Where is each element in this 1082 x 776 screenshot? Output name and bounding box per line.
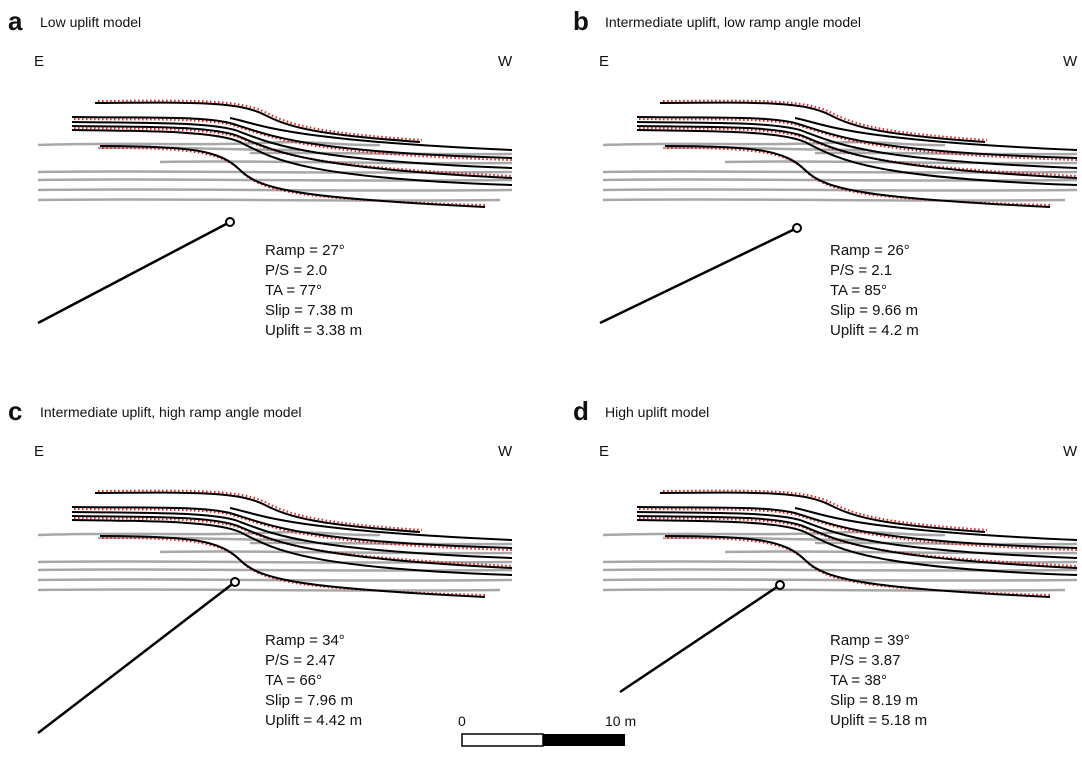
parameter: P/S = 3.87 xyxy=(830,652,900,669)
scale-bar: 0 10 m xyxy=(458,713,636,746)
strata-drawing xyxy=(603,101,1077,207)
left-direction: E xyxy=(599,443,609,460)
parameter: Ramp = 39° xyxy=(830,632,910,649)
parameter: TA = 77° xyxy=(265,282,322,299)
scale-start: 0 xyxy=(458,713,466,729)
fault-tip xyxy=(776,581,784,589)
panel-letter: d xyxy=(573,396,589,426)
left-direction: E xyxy=(599,53,609,70)
panel-letter: c xyxy=(8,396,22,426)
right-direction: W xyxy=(498,443,513,460)
parameter: P/S = 2.47 xyxy=(265,652,335,669)
left-direction: E xyxy=(34,53,44,70)
panel: d High uplift model E W Ramp = 39° P/S = 3.87… xyxy=(573,396,1078,729)
parameter: TA = 38° xyxy=(830,672,887,689)
scale-end: 10 m xyxy=(605,713,636,729)
parameter: Slip = 7.96 m xyxy=(265,692,353,709)
parameter: Slip = 8.19 m xyxy=(830,692,918,709)
panel-title: Low uplift model xyxy=(40,14,141,30)
fault xyxy=(38,222,230,323)
fault-tip xyxy=(793,224,801,232)
parameter: Slip = 9.66 m xyxy=(830,302,918,319)
left-direction: E xyxy=(34,443,44,460)
panel: a Low uplift model E W Ramp = 27° P/S = 2.0 TA… xyxy=(8,6,513,339)
fault xyxy=(38,582,235,733)
fault-tip xyxy=(231,578,239,586)
parameter: Uplift = 3.38 m xyxy=(265,322,362,339)
panel-title: Intermediate uplift, high ramp angle mod… xyxy=(40,404,301,420)
parameter: Slip = 7.38 m xyxy=(265,302,353,319)
panel-title: Intermediate uplift, low ramp angle mode… xyxy=(605,14,861,30)
parameter: Ramp = 27° xyxy=(265,242,345,259)
parameter: Uplift = 4.2 m xyxy=(830,322,919,339)
right-direction: W xyxy=(1063,53,1078,70)
panel: b Intermediate uplift, low ramp angle mod… xyxy=(573,6,1078,339)
fault xyxy=(620,585,780,692)
strata-drawing xyxy=(38,101,512,207)
panel-letter: a xyxy=(8,6,23,36)
parameter: Uplift = 4.42 m xyxy=(265,712,362,729)
parameter: Ramp = 34° xyxy=(265,632,345,649)
panel: c Intermediate uplift, high ramp angle mo… xyxy=(8,396,513,733)
fault-tip xyxy=(226,218,234,226)
panel-title: High uplift model xyxy=(605,404,709,420)
parameter: P/S = 2.0 xyxy=(265,262,327,279)
scale-white xyxy=(462,734,543,746)
strata-drawing xyxy=(603,491,1077,597)
parameter: Uplift = 5.18 m xyxy=(830,712,927,729)
figure: a Low uplift model E W Ramp = 27° P/S = 2.0 TA… xyxy=(0,0,1082,776)
fault xyxy=(600,228,797,323)
right-direction: W xyxy=(1063,443,1078,460)
strata-drawing xyxy=(38,491,512,597)
panel-letter: b xyxy=(573,6,589,36)
scale-black xyxy=(543,734,625,746)
right-direction: W xyxy=(498,53,513,70)
parameter: TA = 66° xyxy=(265,672,322,689)
parameter: Ramp = 26° xyxy=(830,242,910,259)
parameter: TA = 85° xyxy=(830,282,887,299)
parameter: P/S = 2.1 xyxy=(830,262,892,279)
